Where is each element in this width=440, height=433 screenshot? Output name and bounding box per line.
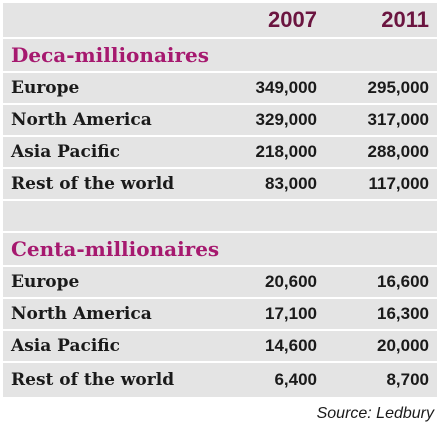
- row-divider: [3, 167, 437, 169]
- region-label: Rest of the world: [11, 174, 175, 194]
- value-2007: 329,000: [255, 110, 317, 129]
- row-divider: [3, 361, 437, 363]
- value-2007: 218,000: [255, 142, 317, 161]
- value-2007: 6,400: [274, 370, 317, 389]
- value-2011: 288,000: [367, 142, 429, 161]
- value-2011: 317,000: [367, 110, 429, 129]
- column-header-2007: 2007: [268, 7, 317, 32]
- header-row: 2007 2011: [3, 3, 437, 37]
- column-header-2011: 2011: [381, 7, 429, 32]
- value-2011: 16,300: [377, 304, 429, 323]
- row-divider: [3, 37, 437, 39]
- table-row: Asia Pacific 14,600 20,000: [3, 331, 437, 361]
- value-2007: 17,100: [265, 304, 317, 323]
- spacer-row: [3, 201, 437, 231]
- row-divider: [3, 265, 437, 267]
- value-2007: 14,600: [265, 336, 317, 355]
- row-divider: [3, 297, 437, 299]
- table-row: Europe 20,600 16,600: [3, 267, 437, 297]
- value-2011: 16,600: [377, 272, 429, 291]
- row-divider: [3, 329, 437, 331]
- value-2011: 8,700: [386, 370, 429, 389]
- region-label: Europe: [11, 78, 80, 98]
- table-row: Rest of the world 83,000 117,000: [3, 169, 437, 199]
- region-label: Asia Pacific: [11, 336, 121, 356]
- value-2007: 20,600: [265, 272, 317, 291]
- region-label: North America: [11, 110, 152, 130]
- region-label: North America: [11, 304, 152, 324]
- section-heading-row: Deca-millionaires: [3, 39, 437, 71]
- region-label: Europe: [11, 272, 80, 292]
- value-2007: 83,000: [265, 174, 317, 193]
- value-2011: 117,000: [368, 174, 429, 193]
- table-row: Asia Pacific 218,000 288,000: [3, 137, 437, 167]
- section-title: Centa-millionaires: [11, 237, 220, 261]
- table-row: Europe 349,000 295,000: [3, 73, 437, 103]
- data-table: 2007 2011 Deca-millionaires Europe 349,0…: [3, 3, 437, 397]
- table-row: North America 329,000 317,000: [3, 105, 437, 135]
- table-row: Rest of the world 6,400 8,700: [3, 363, 437, 397]
- value-2011: 295,000: [367, 78, 429, 97]
- table-row: North America 17,100 16,300: [3, 299, 437, 329]
- row-divider: [3, 135, 437, 137]
- row-divider: [3, 199, 437, 201]
- source-note: Source: Ledbury: [316, 405, 434, 422]
- row-divider: [3, 231, 437, 233]
- region-label: Asia Pacific: [11, 142, 121, 162]
- section-heading-row: Centa-millionaires: [3, 233, 437, 265]
- value-2011: 20,000: [377, 336, 429, 355]
- row-divider: [3, 71, 437, 73]
- region-label: Rest of the world: [11, 370, 175, 390]
- value-2007: 349,000: [255, 78, 317, 97]
- row-divider: [3, 103, 437, 105]
- section-title: Deca-millionaires: [11, 43, 210, 67]
